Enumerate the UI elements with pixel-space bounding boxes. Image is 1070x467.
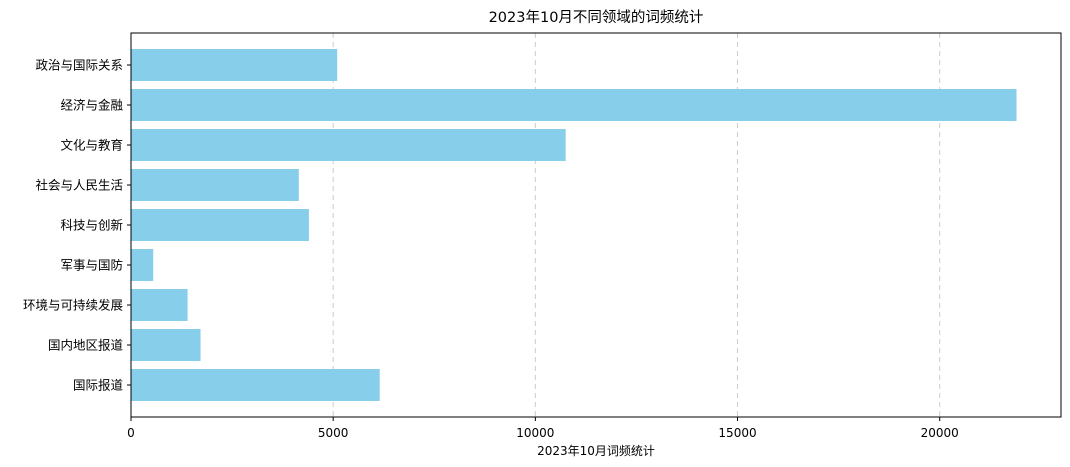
bar xyxy=(131,249,154,281)
y-tick-label: 政治与国际关系 xyxy=(35,58,123,73)
y-tick-label: 经济与金融 xyxy=(60,98,123,113)
bar xyxy=(131,169,299,201)
bar xyxy=(131,289,188,321)
x-tick-label: 20000 xyxy=(921,426,959,440)
bar xyxy=(131,49,338,81)
y-tick-label: 军事与国防 xyxy=(60,258,123,273)
x-axis-label: 2023年10月词频统计 xyxy=(537,444,655,458)
y-tick-label: 社会与人民生活 xyxy=(35,178,123,193)
bar xyxy=(131,329,201,361)
y-tick-label: 国际报道 xyxy=(73,378,124,393)
chart-title: 2023年10月不同领域的词频统计 xyxy=(489,9,704,26)
x-axis: 0 5000 10000 15000 20000 xyxy=(127,417,959,440)
x-tick-label: 15000 xyxy=(718,426,756,440)
bar xyxy=(131,129,566,161)
bar xyxy=(131,369,380,401)
y-axis: 政治与国际关系经济与金融文化与教育社会与人民生活科技与创新军事与国防环境与可持续… xyxy=(23,58,131,393)
y-tick-label: 环境与可持续发展 xyxy=(23,298,123,313)
bar xyxy=(131,209,309,241)
y-tick-label: 科技与创新 xyxy=(60,218,123,233)
x-tick-label: 10000 xyxy=(516,426,554,440)
bar xyxy=(131,89,1017,121)
x-tick-label: 5000 xyxy=(318,426,349,440)
bars xyxy=(131,49,1017,401)
y-tick-label: 文化与教育 xyxy=(60,138,123,153)
y-tick-label: 国内地区报道 xyxy=(48,338,124,353)
x-tick-label: 0 xyxy=(127,426,135,440)
